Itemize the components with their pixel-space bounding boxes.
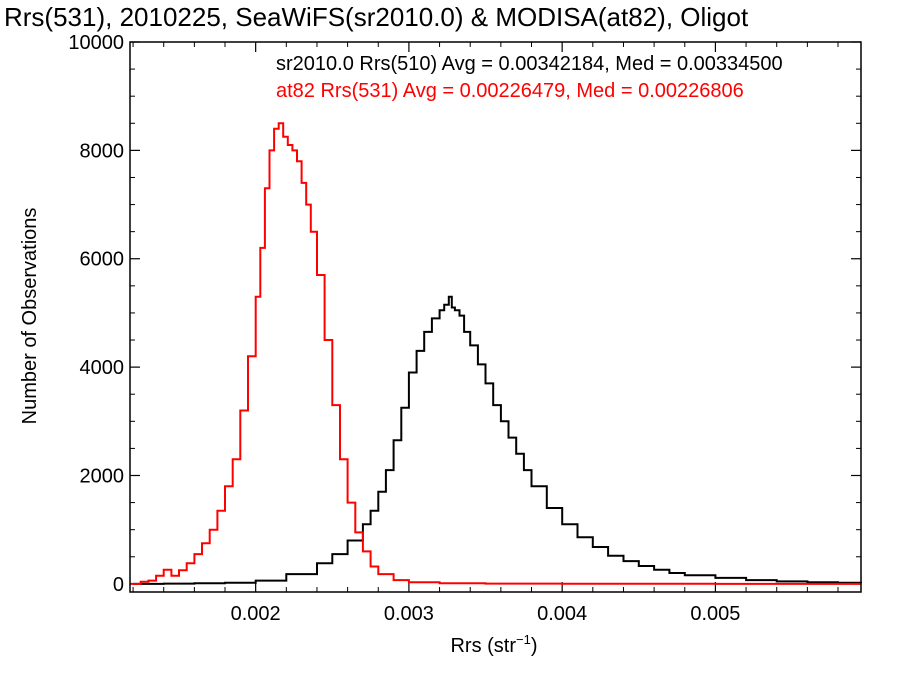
series-line-sr2010 — [133, 295, 862, 585]
x-axis-label-main: Rrs (str — [450, 635, 516, 657]
series-line-at82 — [130, 122, 861, 585]
plot-frame — [129, 41, 862, 593]
series-group — [130, 122, 862, 585]
x-tick-label: 0.005 — [690, 603, 740, 625]
x-tick-label: 0.002 — [231, 603, 281, 625]
y-tick-label: 6000 — [80, 249, 125, 271]
y-tick-label: 0 — [113, 574, 124, 596]
tick-group: 0 2000 4000 6000 8000 10000 0.002 0.003 0.004 0.0… — [68, 32, 861, 625]
legend-entry-sr2010: sr2010.0 Rrs(510) Avg = 0.00342184, Med … — [276, 53, 783, 75]
y-tick-label: 2000 — [80, 465, 125, 487]
y-tick-label: 8000 — [80, 140, 125, 162]
y-tick-label: 4000 — [80, 357, 125, 379]
x-axis-label-suffix: ) — [531, 635, 538, 657]
x-axis-label: Rrs (str−1) — [450, 632, 537, 657]
y-tick-label: 10000 — [68, 32, 124, 54]
legend-entry-at82: at82 Rrs(531) Avg = 0.00226479, Med = 0.… — [276, 80, 744, 102]
chart-title: Rrs(531), 2010225, SeaWiFS(sr2010.0) & M… — [4, 2, 749, 32]
legend: sr2010.0 Rrs(510) Avg = 0.00342184, Med … — [276, 53, 783, 102]
x-tick-label: 0.004 — [537, 603, 587, 625]
x-axis-label-superscript: −1 — [516, 632, 531, 647]
y-axis-label: Number of Observations — [19, 208, 41, 425]
y-axis-label-group: Number of Observations — [19, 208, 41, 425]
x-tick-label: 0.003 — [384, 603, 434, 625]
